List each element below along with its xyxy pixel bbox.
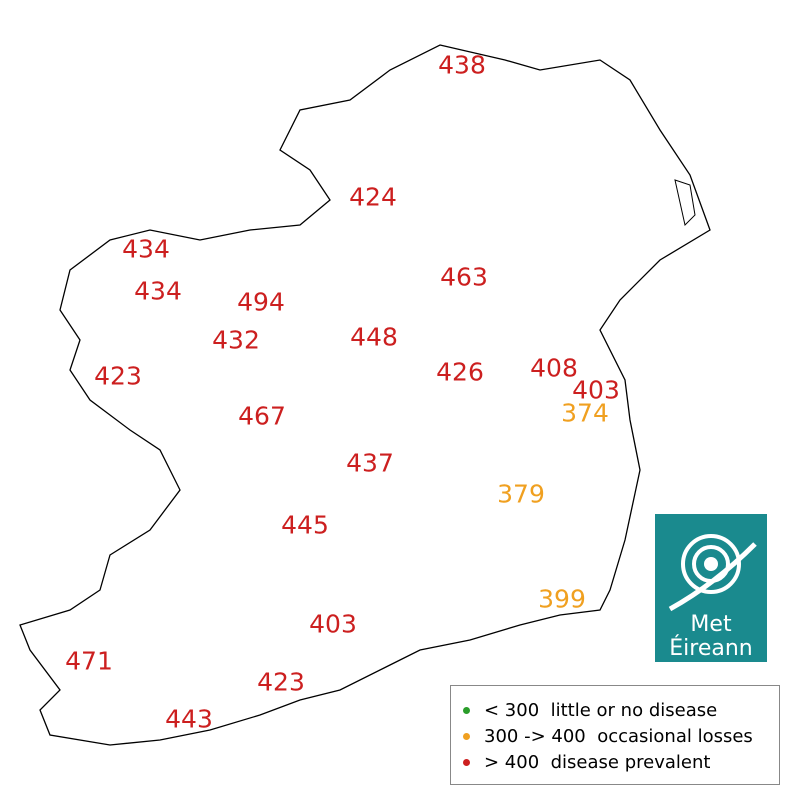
value-label: 437 [346,448,394,478]
value-label: 374 [561,398,609,428]
value-label: 445 [281,510,329,540]
lough [674,179,696,226]
logo-text: Éireann [669,636,753,661]
value-label: 438 [438,50,486,80]
value-label: 403 [309,609,357,639]
value-label: 448 [350,322,398,352]
value-label: 434 [122,234,170,264]
legend-entry: < 300 little or no disease [463,700,717,721]
value-label: 379 [497,479,545,509]
legend-dot [463,759,470,766]
legend-dot [463,733,470,740]
logo-text: Met [690,612,732,637]
legend-dot [463,707,470,714]
legend-label: disease prevalent [550,752,711,773]
value-label: 424 [349,182,397,212]
value-label: 463 [440,262,488,292]
legend: < 300 little or no disease 300 -> 400 oc… [450,685,780,785]
value-label: 467 [238,401,286,431]
legend-range: 300 -> 400 [484,726,586,747]
value-label: 494 [237,287,285,317]
logo-swirl [668,534,757,612]
value-label: 423 [257,667,305,697]
legend-label: occasional losses [597,726,753,747]
value-label: 403 [572,375,620,405]
legend-range: > 400 [484,752,540,773]
legend-entry: > 400 disease prevalent [463,752,710,773]
legend-range: < 300 [484,700,540,721]
value-label: 434 [134,276,182,306]
value-label: 408 [530,353,578,383]
met-eireann-logo: Met Éireann [655,514,767,662]
value-label: 399 [538,584,586,614]
value-label: 443 [165,704,213,734]
value-label: 423 [94,361,142,391]
ireland-outline [19,44,711,746]
value-label: 471 [65,646,113,676]
legend-label: little or no disease [550,700,718,721]
value-label: 426 [436,357,484,387]
legend-entry: 300 -> 400 occasional losses [463,726,753,747]
value-label: 432 [212,325,260,355]
